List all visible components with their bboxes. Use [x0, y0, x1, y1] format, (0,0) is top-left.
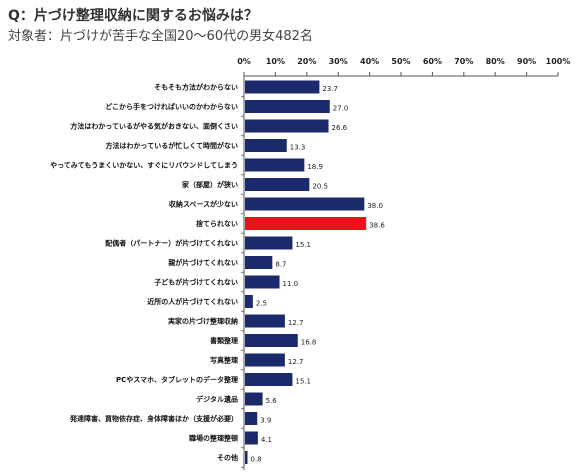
- bar: [245, 275, 280, 289]
- bar: [245, 256, 273, 269]
- category-label: 家（部屋）が狭い: [182, 180, 238, 189]
- x-tick-label: 10%: [266, 57, 285, 66]
- category-label: デジタル遺品: [196, 395, 238, 404]
- value-label: 23.7: [322, 85, 338, 93]
- bar: [245, 334, 298, 347]
- category-label: 書類整理: [210, 336, 238, 345]
- x-tick-label: 40%: [360, 57, 379, 66]
- category-label: 子どもが片づけてくれない: [154, 278, 238, 287]
- x-tick-label: 50%: [391, 57, 410, 66]
- value-label: 26.6: [332, 124, 348, 132]
- x-tick-label: 20%: [297, 57, 316, 66]
- x-tick-label: 100%: [546, 57, 571, 66]
- bar-highlight: [245, 217, 367, 230]
- category-label: やってみてもうまくいかない、すぐにリバウンドしてしまう: [50, 161, 238, 170]
- value-label: 8.7: [275, 261, 286, 269]
- bar: [245, 197, 365, 211]
- bar: [245, 119, 329, 133]
- x-tick-label: 70%: [454, 57, 473, 66]
- bar: [245, 451, 248, 464]
- value-label: 18.9: [307, 163, 323, 171]
- x-tick-label: 30%: [329, 57, 348, 66]
- bar: [245, 412, 258, 425]
- value-label: 11.0: [283, 280, 299, 288]
- bar: [245, 353, 285, 367]
- bar: [245, 178, 310, 191]
- value-label: 4.1: [261, 436, 272, 444]
- category-label: 方法はわかっているがやる気がおきない、面倒くさい: [70, 122, 238, 131]
- bar: [245, 158, 305, 172]
- category-label: そもそも方法がわからない: [154, 83, 238, 92]
- category-label: PCやスマホ、タブレットのデータ整理: [116, 375, 238, 384]
- category-label: 発達障害、買物依存症、身体障害ほか（支援が必要）: [69, 414, 238, 423]
- bar: [245, 80, 320, 94]
- x-tick-label: 60%: [423, 57, 442, 66]
- category-label: その他: [217, 453, 238, 462]
- category-label: 近所の人が片づけてくれない: [147, 297, 238, 306]
- chart-title: Q：片づけ整理収納に関するお悩みは？: [8, 8, 258, 24]
- value-label: 5.6: [266, 397, 278, 405]
- value-label: 15.1: [295, 378, 311, 386]
- value-label: 12.7: [288, 358, 304, 366]
- bar: [245, 236, 293, 250]
- bar: [245, 373, 293, 386]
- category-label: 職場の整理整頓: [189, 434, 238, 443]
- bar: [245, 314, 285, 328]
- value-label: 27.0: [333, 105, 349, 113]
- value-label: 16.8: [301, 339, 317, 347]
- value-label: 13.3: [290, 144, 306, 152]
- value-label: 38.6: [369, 222, 385, 230]
- bar: [245, 431, 258, 445]
- category-label: 実家の片づけ整理収納: [168, 317, 238, 326]
- value-label: 20.5: [312, 183, 328, 191]
- bar: [245, 100, 330, 113]
- category-label: 方法はわかっているが忙しくて時間がない: [106, 141, 238, 150]
- category-label: 収納スペースが少ない: [169, 200, 238, 209]
- category-label: 親が片づけてくれない: [168, 258, 238, 267]
- value-label: 3.9: [260, 417, 271, 425]
- value-label: 38.0: [367, 202, 383, 210]
- bar: [245, 295, 253, 308]
- category-label: どこから手をつければいいのかわからない: [105, 102, 238, 111]
- value-label: 0.8: [251, 456, 262, 464]
- bar: [245, 139, 287, 152]
- value-label: 15.1: [295, 241, 311, 249]
- chart-subtitle: 対象者：片づけが苦手な全国20～60代の男女482名: [8, 29, 313, 44]
- category-label: 配偶者（パートナー）が片づけてくれない: [105, 239, 238, 248]
- category-label: 写真整理: [210, 356, 238, 365]
- x-tick-label: 0%: [237, 57, 251, 66]
- x-tick-label: 80%: [486, 57, 505, 66]
- bar: [245, 392, 263, 406]
- x-tick-label: 90%: [517, 57, 536, 66]
- category-label: 捨てられない: [196, 219, 238, 228]
- value-label: 2.5: [256, 300, 267, 308]
- value-label: 12.7: [288, 319, 304, 327]
